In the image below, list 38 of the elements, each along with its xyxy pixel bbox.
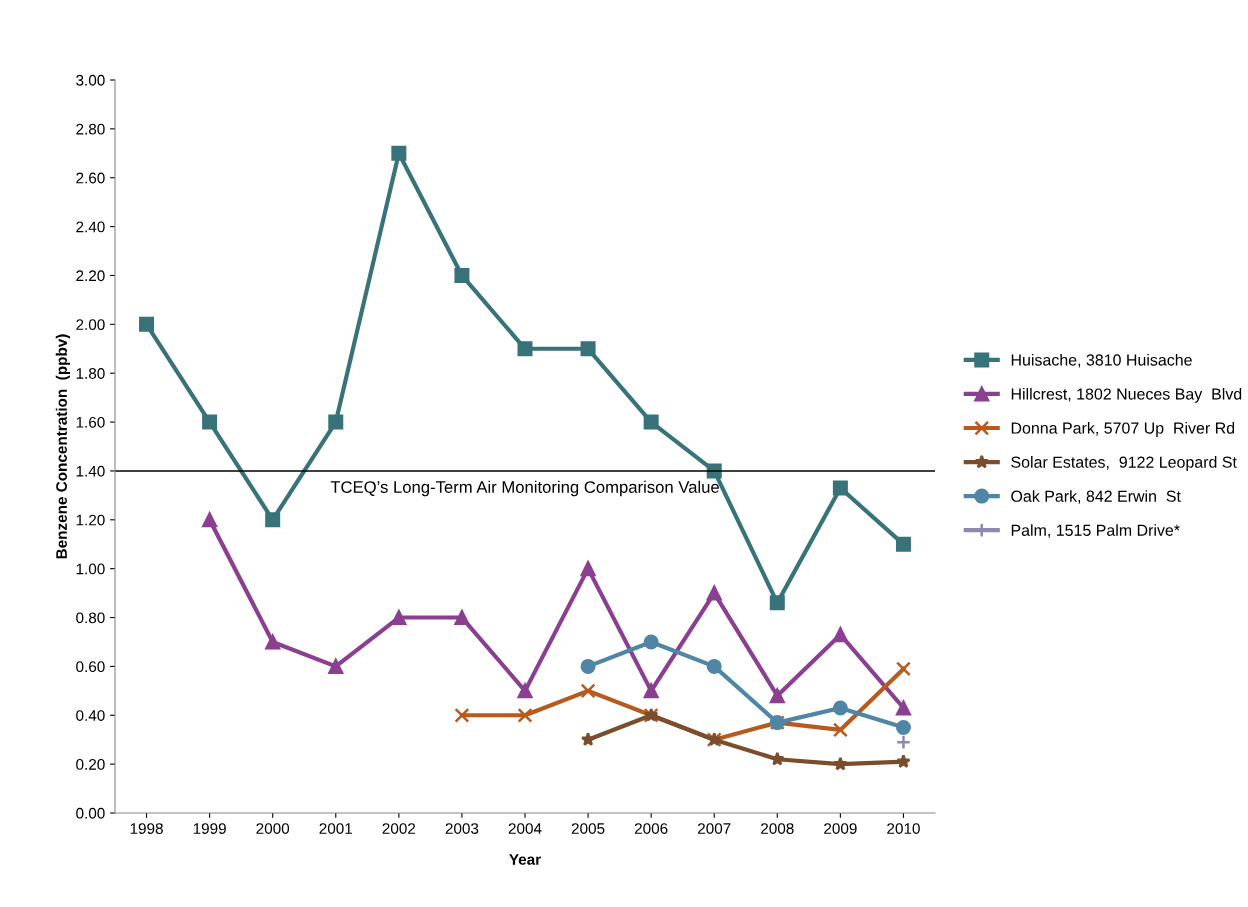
y-tick-label: 0.60	[76, 661, 105, 673]
y-tick-label: 1.40	[76, 465, 105, 477]
x-tick-label: 2005	[571, 823, 605, 834]
x-axis-title: Year	[509, 854, 541, 865]
y-tick-label: 2.40	[76, 221, 105, 233]
legend-label: Oak Park, 842 Erwin St	[1011, 490, 1181, 504]
legend-label: Solar Estates, 9122 Leopard St	[1011, 456, 1237, 471]
x-tick-label: 2004	[508, 823, 542, 834]
x-tick-label: 2008	[761, 823, 794, 834]
legend-label: Palm, 1515 Palm Drive*	[1011, 524, 1180, 538]
y-tick-label: 0.00	[76, 807, 105, 819]
x-tick-label: 2010	[887, 823, 920, 834]
y-tick-label: 0.80	[76, 612, 105, 624]
x-tick-label: 1999	[193, 823, 226, 834]
y-axis-title: Benzene Concentration (ppbv)	[55, 334, 70, 559]
x-tick-label: 2001	[319, 823, 353, 834]
y-tick-label: 2.80	[76, 123, 105, 135]
y-tick-label: 2.00	[76, 319, 105, 331]
x-tick-label: 2007	[698, 823, 731, 834]
y-tick-label: 2.20	[76, 270, 105, 282]
y-tick-label: 1.20	[76, 514, 105, 526]
x-tick-label: 2003	[445, 823, 479, 834]
y-tick-label: 1.00	[76, 563, 105, 575]
ref-line-label: TCEQ’s Long-Term Air Monitoring Comparison Value	[330, 480, 719, 497]
x-tick-label: 1998	[130, 823, 163, 834]
y-tick-label: 2.60	[76, 172, 105, 184]
x-tick-label: 2002	[382, 823, 416, 834]
y-tick-label: 3.00	[76, 74, 105, 86]
x-tick-label: 2006	[634, 823, 668, 834]
x-tick-label: 2000	[256, 823, 290, 834]
y-tick-label: 0.20	[76, 759, 105, 770]
y-tick-label: 1.80	[76, 368, 105, 379]
legend-label: Donna Park, 5707 Up River Rd	[1011, 422, 1235, 437]
legend-label: Hillcrest, 1802 Nueces Bay Blvd	[1011, 387, 1242, 403]
y-tick-label: 0.40	[76, 710, 105, 721]
y-tick-label: 1.60	[76, 416, 105, 428]
x-tick-label: 2009	[824, 823, 857, 834]
legend-label: Huisache, 3810 Huisache	[1011, 353, 1192, 368]
